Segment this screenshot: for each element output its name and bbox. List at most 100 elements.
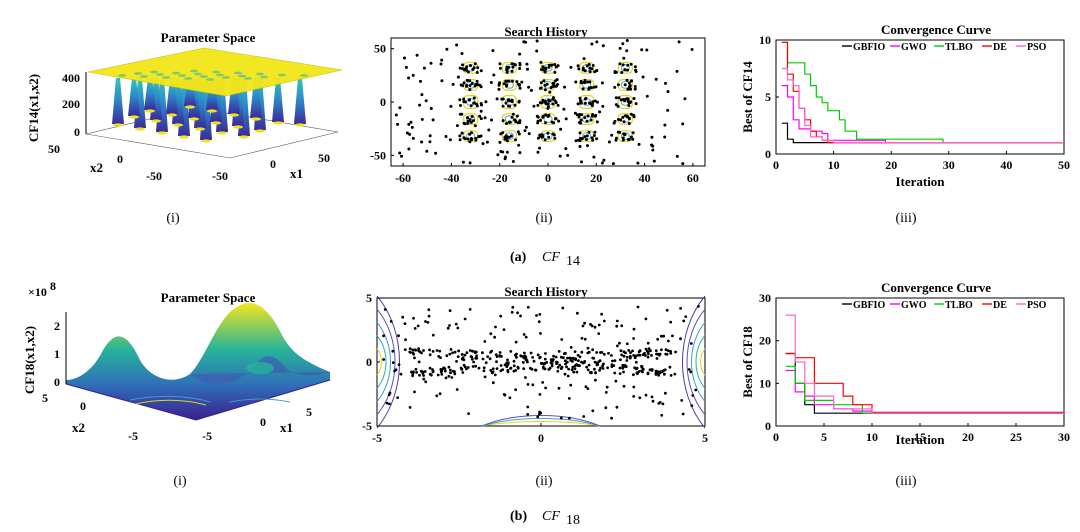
search-point — [604, 406, 608, 410]
search-point — [548, 90, 552, 94]
search-point — [588, 70, 592, 74]
search-point — [621, 63, 625, 67]
search-point — [551, 358, 555, 361]
search-point — [510, 100, 514, 103]
contour-line — [135, 399, 207, 406]
search-point — [566, 356, 569, 360]
spike-base — [145, 109, 155, 113]
search-point — [623, 99, 627, 103]
spike-hole — [234, 71, 242, 75]
search-point — [495, 360, 498, 364]
search-point — [475, 356, 479, 360]
search-point — [536, 119, 540, 123]
search-point — [410, 370, 413, 374]
search-point — [650, 143, 654, 147]
panel-a-search-history: Search History -60 -40 -20 0 20 40 60 50 0 -50 — [370, 24, 706, 185]
search-point — [660, 413, 664, 417]
chart-title: Parameter Space — [161, 30, 256, 45]
search-point — [675, 154, 679, 158]
search-point — [583, 101, 587, 105]
search-point — [447, 374, 451, 378]
search-point — [505, 365, 509, 368]
plot-frame — [390, 37, 706, 167]
search-point — [468, 119, 472, 123]
search-point — [568, 416, 571, 420]
spike-hole — [190, 69, 198, 73]
legend-label: GBFIO — [853, 42, 885, 53]
spike-base — [135, 127, 145, 131]
search-point — [518, 86, 522, 90]
search-point — [420, 140, 424, 144]
search-point — [557, 386, 561, 390]
search-point — [413, 348, 417, 352]
search-point — [440, 58, 444, 62]
search-point — [625, 355, 629, 359]
search-point — [468, 161, 472, 165]
search-point — [571, 356, 575, 360]
search-point — [577, 67, 581, 71]
search-point — [553, 136, 557, 140]
search-point — [463, 317, 467, 321]
search-point — [556, 103, 560, 107]
search-point — [593, 367, 596, 371]
x-tick-label: 5 — [702, 431, 708, 445]
search-point — [556, 365, 560, 369]
x-tick-label: 0 — [538, 431, 544, 445]
search-point — [505, 65, 509, 69]
contour-line — [376, 335, 387, 389]
search-point — [656, 337, 660, 341]
x-axis-label: x1 — [290, 166, 303, 181]
search-points — [382, 305, 700, 420]
search-point — [512, 364, 516, 368]
search-point — [409, 120, 413, 124]
legend-label: GBFIO — [853, 300, 885, 311]
search-point — [592, 356, 596, 360]
search-point — [674, 350, 677, 354]
search-point — [619, 98, 623, 102]
search-point — [460, 368, 464, 371]
search-point — [580, 360, 583, 364]
x-tick-label: 10 — [866, 430, 878, 444]
spike-hole — [140, 75, 148, 78]
search-point — [461, 356, 465, 359]
search-point — [583, 81, 587, 85]
search-point — [591, 113, 595, 116]
search-point — [660, 348, 663, 352]
surface-spike — [272, 78, 284, 122]
search-point — [554, 117, 558, 121]
search-point — [494, 325, 497, 329]
search-point — [514, 138, 517, 142]
series-line-tlbo — [785, 365, 1064, 414]
search-point — [665, 308, 669, 312]
search-point — [470, 82, 474, 85]
search-point — [573, 367, 577, 371]
search-point — [555, 78, 559, 82]
search-point — [562, 107, 566, 111]
search-point — [576, 64, 580, 68]
search-point — [644, 354, 647, 357]
search-point — [465, 83, 469, 87]
search-point — [476, 83, 480, 87]
search-point — [504, 155, 507, 159]
contour-line — [691, 322, 706, 402]
search-point — [518, 151, 522, 155]
search-point — [493, 335, 496, 339]
search-point — [547, 113, 551, 117]
search-point — [405, 131, 409, 135]
search-point — [632, 385, 636, 389]
search-point — [516, 130, 520, 134]
search-point — [536, 136, 540, 140]
search-point — [473, 124, 477, 128]
series-line-de — [781, 41, 1064, 144]
search-point — [398, 106, 402, 110]
search-point — [513, 118, 517, 122]
search-point — [644, 347, 648, 351]
search-point — [610, 416, 613, 420]
search-point — [413, 327, 417, 330]
y-axis-label: Best of CF18 — [740, 326, 755, 398]
y-tick-label: -50 — [146, 169, 162, 183]
legend-label: GWO — [901, 300, 927, 311]
search-point — [578, 121, 581, 124]
search-point — [476, 66, 480, 70]
search-point — [544, 113, 548, 117]
